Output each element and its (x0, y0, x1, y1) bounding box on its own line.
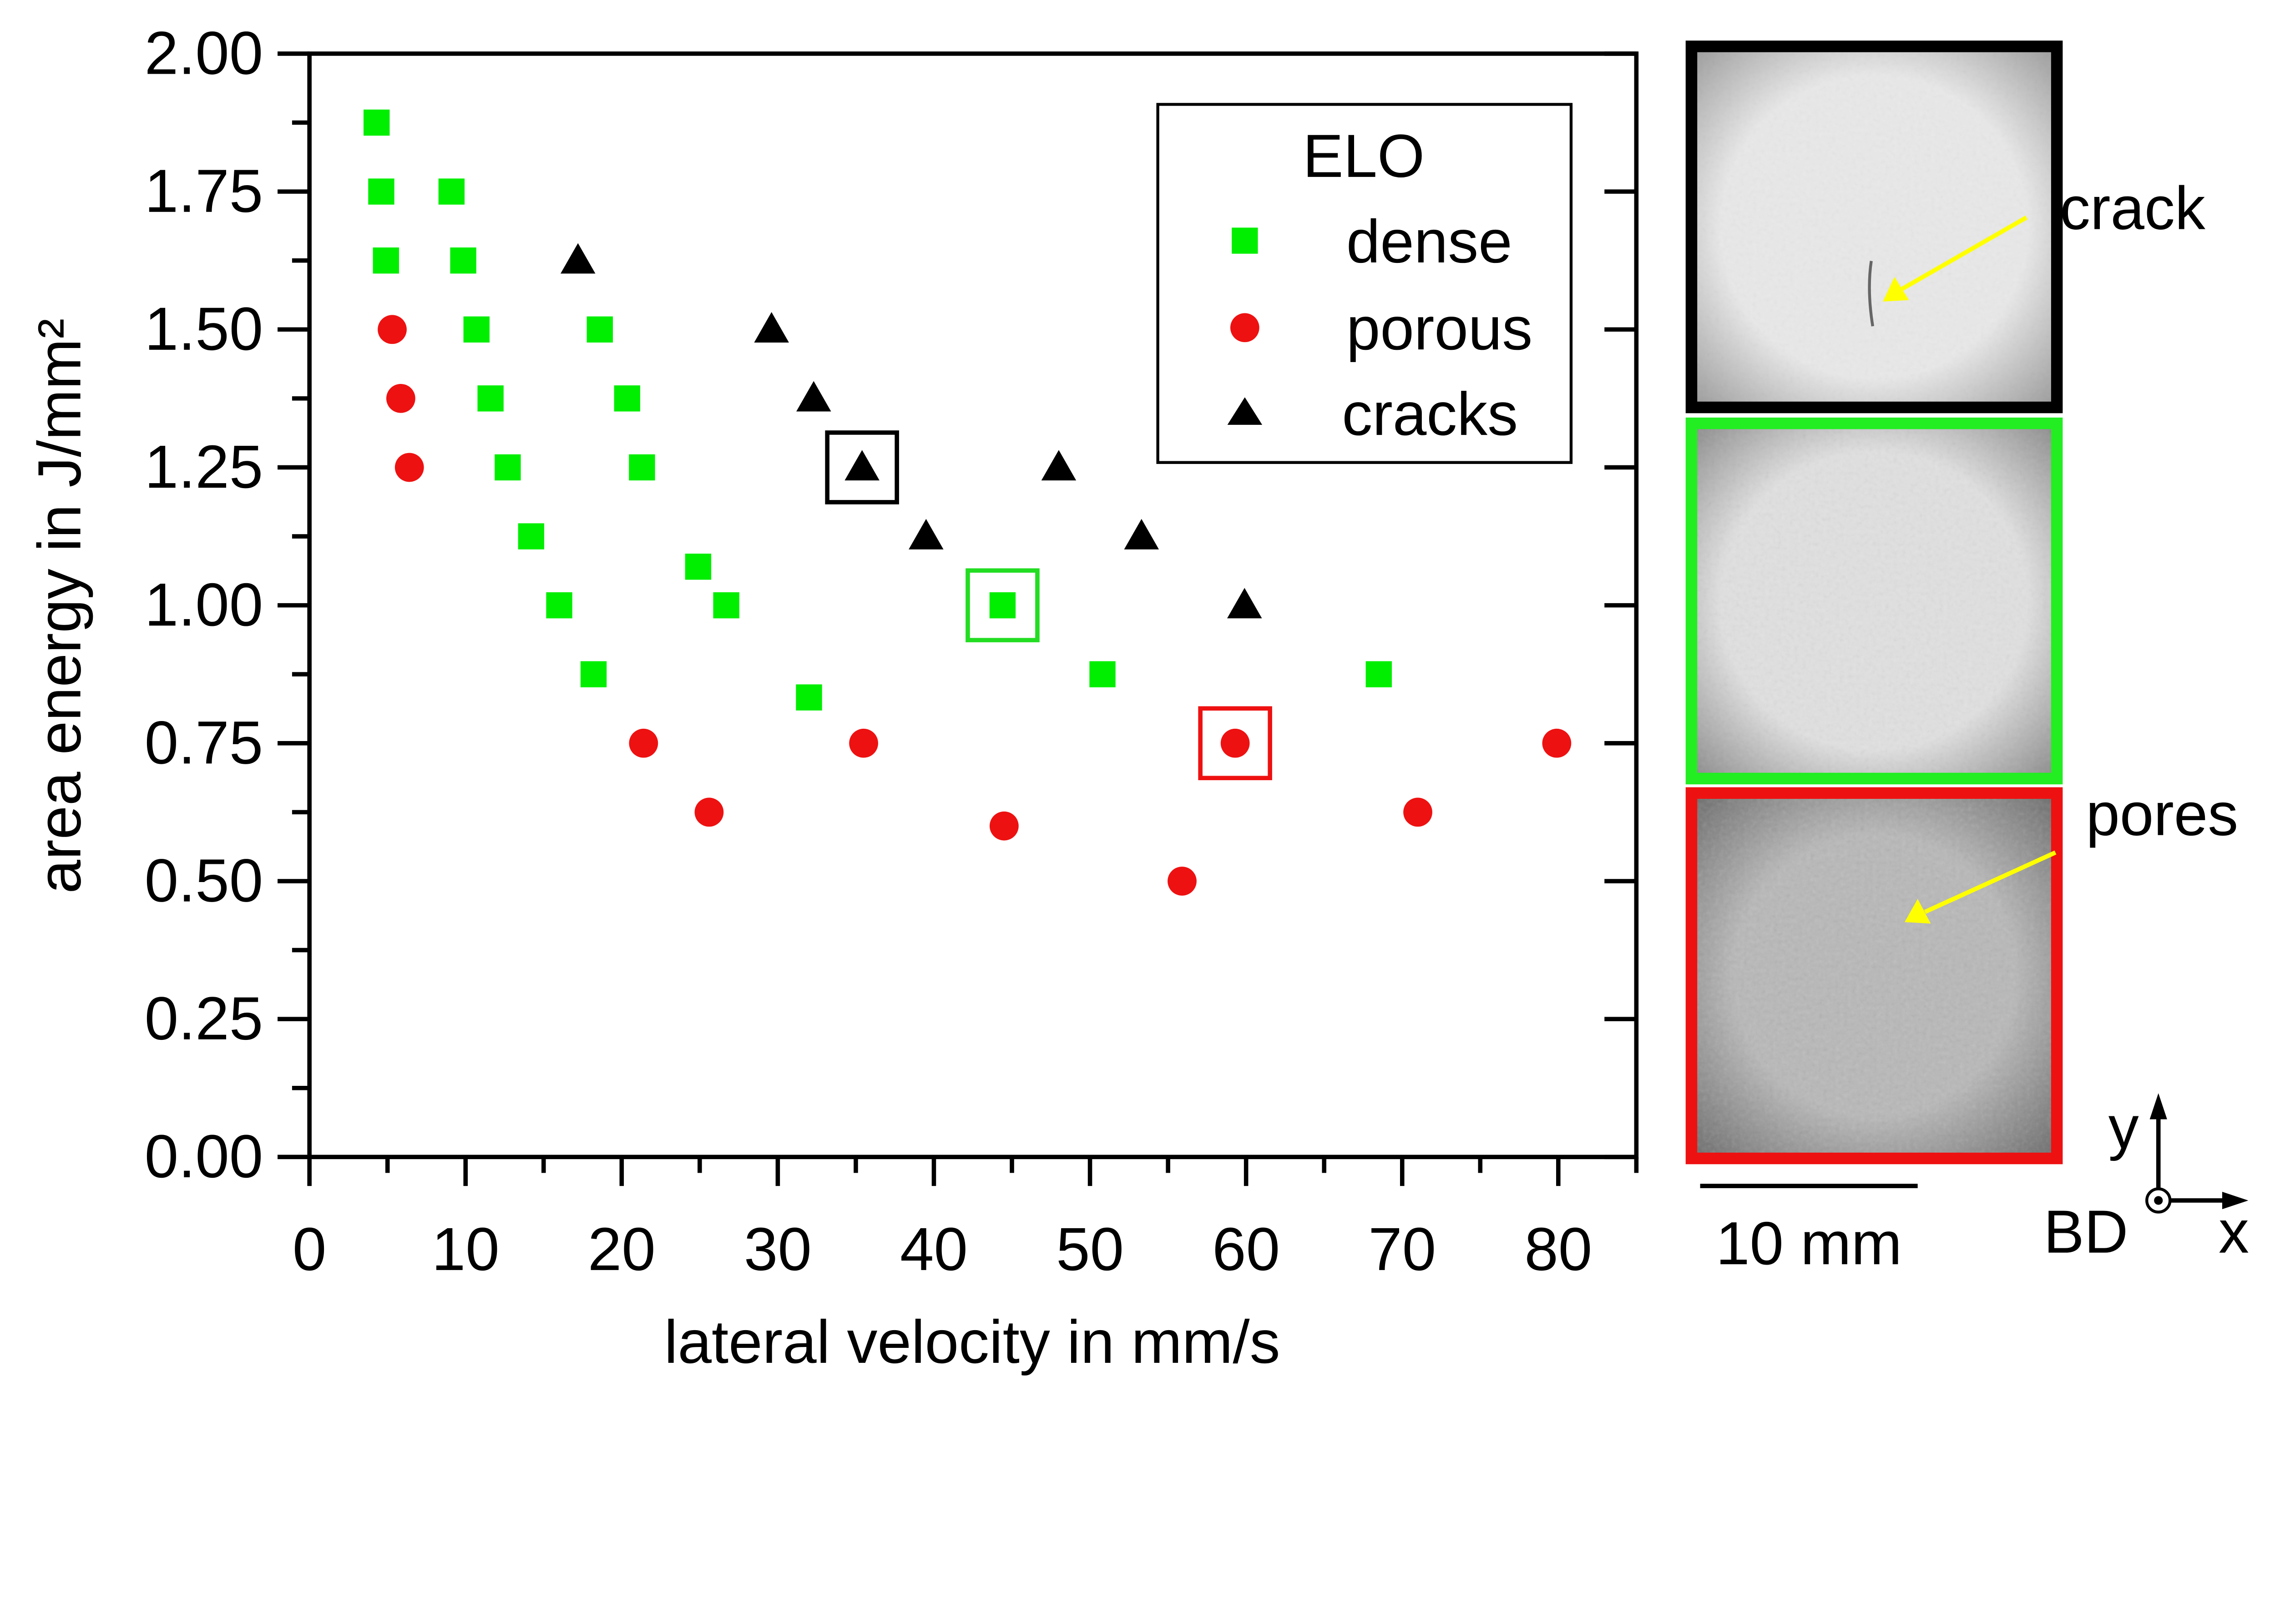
y-tick-label: 1.25 (145, 433, 263, 501)
point-dense (685, 554, 712, 580)
x-tick-label: 70 (1368, 1215, 1436, 1283)
point-dense (586, 316, 613, 343)
x-direction-label: x (2219, 1198, 2249, 1266)
point-cracks (754, 312, 789, 343)
point-porous (990, 811, 1019, 841)
point-porous (1220, 728, 1250, 758)
point-dense (989, 592, 1016, 619)
y-axis-label: area energy in J/mm² (26, 318, 94, 894)
point-porous (386, 383, 415, 413)
x-tick-label: 0 (293, 1215, 326, 1283)
point-dense (373, 247, 399, 274)
build-direction-label: BD (2043, 1198, 2128, 1266)
highlight-box-dense (966, 568, 1040, 642)
point-cracks (1124, 519, 1159, 550)
x-tick-label: 40 (900, 1215, 968, 1283)
point-cracks (561, 243, 596, 274)
point-dense (450, 247, 476, 274)
crack-arrow (1899, 215, 2028, 292)
point-cracks (796, 381, 831, 412)
point-dense (363, 109, 390, 136)
x-tick-label: 20 (588, 1215, 656, 1283)
x-tick-label: 10 (432, 1215, 500, 1283)
x-tick-label: 60 (1212, 1215, 1280, 1283)
point-cracks (1227, 588, 1262, 619)
point-porous (1542, 728, 1572, 758)
legend-porous-label: porous (1346, 295, 1532, 363)
scale-bar-label: 10 mm (1716, 1210, 1902, 1277)
point-dense (546, 592, 572, 619)
legend-dense-label: dense (1346, 208, 1512, 276)
point-dense (368, 178, 394, 205)
point-porous (394, 453, 424, 482)
point-dense (518, 523, 545, 550)
point-cracks (909, 519, 944, 550)
point-cracks (844, 450, 880, 481)
point-porous (629, 728, 658, 758)
point-dense (580, 661, 607, 687)
point-dense (477, 385, 504, 412)
point-dense (495, 454, 521, 481)
point-dense (796, 684, 822, 711)
y-tick-label: 1.75 (145, 157, 263, 225)
point-dense (614, 385, 641, 412)
legend: ELO dense porous cracks (1156, 103, 1573, 464)
data-marks (363, 109, 1572, 896)
x-tick-label: 80 (1524, 1215, 1592, 1283)
y-tick-label: 2.00 (145, 20, 263, 87)
highlight-box-porous (1198, 706, 1272, 781)
pores-label: pores (2086, 781, 2238, 848)
y-tick-label: 0.50 (145, 847, 263, 915)
point-dense (713, 592, 739, 619)
y-tick-label: 1.00 (145, 571, 263, 639)
highlight-box-cracks (825, 430, 899, 504)
y-tick-label: 0.00 (145, 1123, 263, 1190)
point-cracks (1041, 450, 1077, 481)
point-porous (1168, 867, 1197, 896)
legend-cracks-marker (1227, 397, 1263, 425)
micrograph-panel: crack pores 10 mm y x BD (1685, 40, 2249, 1277)
x-tick-label: 50 (1056, 1215, 1124, 1283)
y-tick-label: 0.25 (145, 985, 263, 1053)
legend-dense-marker (1232, 227, 1258, 254)
point-porous (378, 315, 407, 344)
point-dense (1089, 661, 1116, 687)
legend-cracks-label: cracks (1342, 380, 1518, 448)
point-porous (849, 728, 878, 758)
crack-label: crack (2060, 175, 2206, 242)
legend-title: ELO (1303, 122, 1425, 190)
y-tick-label: 1.50 (145, 295, 263, 363)
x-axis-label: lateral velocity in mm/s (664, 1308, 1280, 1376)
coordinate-system: y x BD (2043, 1093, 2249, 1266)
point-dense (1365, 661, 1392, 687)
point-dense (629, 454, 655, 481)
point-dense (438, 178, 465, 205)
legend-porous-marker (1230, 313, 1259, 343)
x-tick-label: 30 (744, 1215, 812, 1283)
y-direction-label: y (2108, 1094, 2139, 1161)
point-dense (463, 316, 490, 343)
plot-axes: 0.00 0.25 0.50 0.75 1.00 1.25 1.50 1.75 2.00 0 10 2… (145, 20, 1639, 1283)
y-tick-label: 0.75 (145, 709, 263, 777)
pores-arrow (1924, 850, 2057, 914)
figure: 0.00 0.25 0.50 0.75 1.00 1.25 1.50 1.75 2.00 0 10 2… (26, 20, 2249, 1376)
point-porous (1403, 797, 1432, 827)
point-porous (694, 797, 724, 827)
